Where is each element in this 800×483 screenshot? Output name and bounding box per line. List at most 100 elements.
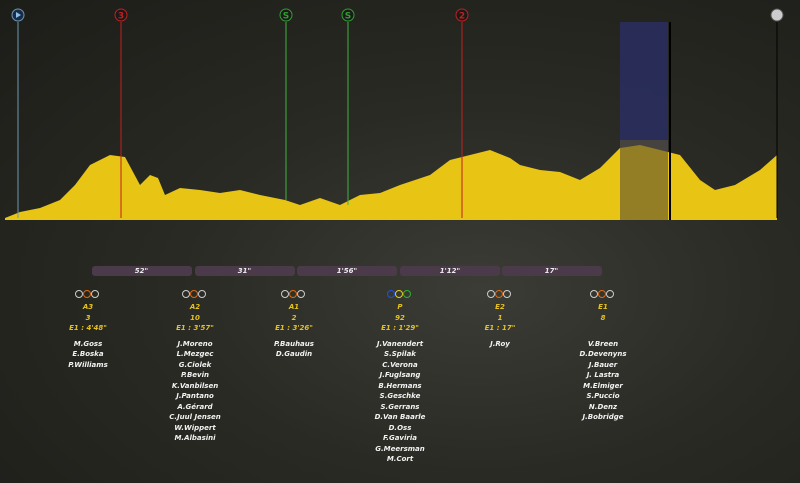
bike-icon	[198, 290, 206, 298]
start-icon	[16, 12, 21, 18]
rider-name: F.Gaviria	[383, 434, 417, 442]
group-icon	[387, 290, 411, 298]
bike-icon	[297, 290, 305, 298]
group-code: E2	[495, 303, 505, 311]
bike-icon	[75, 290, 83, 298]
gap-bar: 31"	[194, 266, 295, 276]
rider-name: B.Hermans	[378, 381, 422, 390]
rider-name: C.Verona	[382, 360, 418, 369]
rider-name: P.Bevin	[180, 371, 209, 379]
rider-name: J.Bobridge	[582, 413, 624, 421]
bike-icon	[190, 290, 198, 298]
rider-name: E.Boska	[72, 350, 104, 358]
group-time: E1 : 17"	[484, 324, 516, 332]
gap-bar: 17"	[501, 266, 602, 276]
bike-icon	[182, 290, 190, 298]
marker-icon	[114, 8, 128, 22]
highlight-band	[620, 140, 668, 220]
rider-name: J. Lastra	[586, 371, 620, 379]
bike-icon	[590, 290, 598, 298]
group-time: E1 : 4'48"	[69, 324, 107, 332]
marker-label: S	[283, 12, 289, 22]
bike-icon	[403, 290, 411, 298]
rider-name: J.Fuglsang	[379, 371, 421, 379]
group-count: 8	[600, 313, 606, 322]
group-count: 92	[395, 313, 405, 322]
rider-name: M.Albasini	[174, 434, 216, 442]
group-code: E1	[598, 303, 608, 311]
rider-name: D.Van Baarle	[374, 413, 426, 421]
rider-name: J.Moreno	[177, 339, 213, 348]
group-count: 2	[291, 313, 297, 322]
marker-label: S	[345, 12, 351, 22]
bike-icon	[281, 290, 289, 298]
group-code: A2	[189, 303, 201, 311]
group: E1 8 V.Breen D.Devenyns J.Bauer J. Lastra M.E…	[558, 286, 648, 423]
bike-icon	[487, 290, 495, 298]
group-icon	[487, 290, 511, 298]
rider-name: S.Gerrans	[380, 402, 420, 411]
rider-name: J.Roy	[490, 339, 510, 348]
gap-bar: 1'12"	[400, 266, 500, 276]
group-time: E1 : 3'26"	[275, 324, 313, 332]
rider-name: K.Vanbilsen	[171, 381, 219, 390]
bike-icon	[503, 290, 511, 298]
bike-icon	[83, 290, 91, 298]
group-code: A1	[288, 303, 300, 311]
rider-name: D.Devenyns	[579, 350, 627, 358]
group-count: 1	[497, 313, 503, 322]
bike-icon	[91, 290, 99, 298]
finish-icon	[770, 8, 784, 22]
group-icon	[590, 290, 614, 298]
marker-icon	[455, 8, 469, 22]
bike-icon	[495, 290, 503, 298]
group: A3 3 E1 : 4'48" M.Goss E.Boska P.Williams	[43, 286, 133, 370]
rider-name: J.Bauer	[588, 360, 618, 369]
gap-bar: 1'56"	[297, 266, 397, 276]
rider-name: C.Juul Jensen	[169, 413, 221, 421]
group-code: P	[397, 303, 403, 311]
group-code: A3	[82, 303, 94, 311]
rider-name: N.Denz	[588, 402, 618, 411]
marker-icon	[341, 8, 355, 22]
rider-name: P.Williams	[68, 360, 108, 369]
rider-name: S.Spilak	[384, 350, 416, 358]
rider-name: G.Ciolek	[178, 360, 212, 369]
group-count: 10	[190, 313, 200, 322]
rider-name: D.Gaudin	[275, 350, 313, 358]
group: E2 1 E1 : 17" J.Roy	[455, 286, 545, 349]
bike-icon	[598, 290, 606, 298]
rider-name: L.Mezgec	[176, 350, 214, 358]
bike-icon	[289, 290, 297, 298]
elevation	[5, 145, 777, 220]
rider-name: W.Wippert	[174, 423, 216, 432]
bike-icon	[395, 290, 403, 298]
rider-name: D.Oss	[388, 423, 412, 432]
group: P 92 E1 : 1'29" J.Vanendert S.Spilak C.Verona…	[355, 286, 445, 465]
rider-name: P.Bauhaus	[274, 339, 314, 348]
marker-label: 2	[459, 12, 465, 22]
marker-icon	[279, 8, 293, 22]
rider-name: G.Meersman	[375, 444, 425, 453]
marker-label: 3	[118, 12, 124, 22]
spacer	[558, 323, 648, 334]
rider-name: V.Breen	[587, 339, 619, 348]
group: A2 10 E1 : 3'57" J.Moreno L.Mezgec G.Ciolek P.…	[150, 286, 240, 444]
rider-name: J.Vanendert	[376, 339, 424, 348]
gap-bar: 52"	[91, 266, 192, 276]
group-icon	[281, 290, 305, 298]
rider-name: M.Elmiger	[583, 381, 623, 390]
group-icon	[75, 290, 99, 298]
rider-name: S.Puccio	[586, 392, 620, 400]
bike-icon	[606, 290, 614, 298]
group-icon	[182, 290, 206, 298]
rider-name: A.Gérard	[177, 402, 213, 411]
rider-name: S.Geschke	[379, 392, 421, 400]
rider-name: M.Cort	[386, 455, 414, 463]
group: A1 2 E1 : 3'26" P.Bauhaus D.Gaudin	[249, 286, 339, 360]
rider-name: M.Goss	[73, 339, 103, 348]
bike-icon	[387, 290, 395, 298]
group-time: E1 : 3'57"	[176, 324, 214, 332]
